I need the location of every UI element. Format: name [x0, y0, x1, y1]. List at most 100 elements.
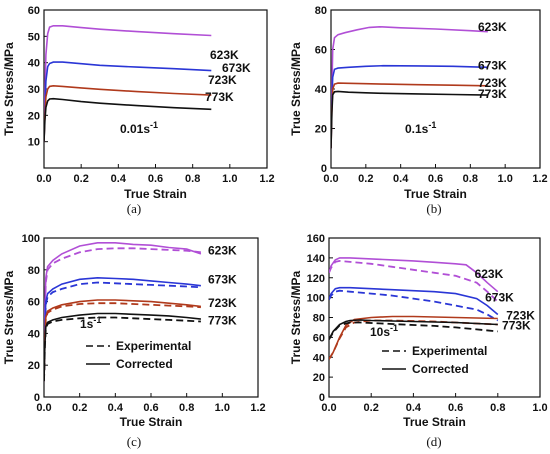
- y-axis-label: True Stress/MPa: [289, 270, 303, 364]
- series-label-723K: 723K: [208, 73, 237, 87]
- y-axis-label: True Stress/MPa: [2, 270, 16, 364]
- y-tick-label: 40: [313, 352, 325, 364]
- series-label-673K: 673K: [485, 291, 514, 305]
- x-tick-label: 0.0: [321, 402, 336, 414]
- x-tick-label: 0.6: [143, 402, 158, 414]
- series-line-623K-experimental: [329, 259, 499, 303]
- y-tick-label: 30: [28, 84, 40, 96]
- series-label-623K: 623K: [478, 20, 507, 34]
- series-line-773K-experimental: [44, 316, 201, 382]
- x-tick-label: 0.8: [185, 173, 200, 185]
- x-tick-label: 0.2: [358, 173, 373, 185]
- x-tick-label: 0.2: [72, 402, 87, 414]
- series-label-673K: 673K: [208, 272, 237, 286]
- series-label-723K: 723K: [506, 309, 535, 323]
- legend-entry: Experimental: [116, 339, 191, 353]
- x-tick-label: 0.8: [463, 173, 478, 185]
- series-line-673K: [329, 286, 499, 316]
- y-tick-label: 20: [315, 124, 327, 136]
- series-line-623K: [331, 25, 488, 149]
- series-line-623K: [329, 257, 499, 293]
- series-line-623K: [44, 25, 212, 142]
- y-tick-label: 80: [313, 313, 325, 325]
- x-tick-label: 0.8: [490, 402, 505, 414]
- y-tick-label: 40: [28, 328, 40, 340]
- series-line-723K: [329, 315, 498, 360]
- panel-b: 0.0 0.2 0.4 0.6 0.8 1.0 1.2 0 20 40 60 80 True Strai…: [289, 5, 548, 216]
- series-label-773K: 773K: [205, 90, 234, 104]
- y-tick-label: 20: [28, 110, 40, 122]
- x-tick-label: 1.0: [222, 173, 237, 185]
- panel-caption: (a): [127, 201, 141, 216]
- series-line-723K: [44, 299, 201, 382]
- x-tick-label: 0.0: [323, 173, 338, 185]
- y-tick-label: 140: [307, 253, 325, 265]
- y-tick-label: 60: [315, 45, 327, 57]
- series-line-773K-experimental: [329, 321, 498, 340]
- series-label-623K: 623K: [475, 267, 504, 281]
- strain-rate-label: 0.1s-1: [405, 120, 436, 136]
- series-line-723K-experimental: [44, 302, 201, 382]
- y-tick-label: 100: [307, 293, 325, 305]
- y-tick-label: 20: [28, 360, 40, 372]
- x-tick-label: 0.8: [179, 402, 194, 414]
- y-tick-label: 60: [313, 332, 325, 344]
- y-tick-label: 40: [28, 58, 40, 70]
- y-tick-label: 0: [321, 163, 327, 175]
- y-tick-label: 80: [315, 5, 327, 17]
- x-tick-label: 1.2: [532, 173, 547, 185]
- series-line-623K-experimental: [44, 247, 202, 382]
- x-axis-label: True Strain: [403, 415, 466, 429]
- x-tick-label: 0.0: [36, 173, 51, 185]
- panel-a: 0.0 0.2 0.4 0.6 0.8 1.0 1.2 10 20 30 40 50 60 True St…: [2, 5, 275, 216]
- series-label-673K: 673K: [478, 58, 507, 72]
- series-line-773K: [331, 90, 488, 149]
- strain-rate-label: 0.01s-1: [120, 120, 158, 136]
- y-tick-label: 60: [28, 297, 40, 309]
- series-line-673K-experimental: [329, 289, 499, 322]
- x-tick-label: 0.2: [74, 173, 89, 185]
- y-tick-label: 0: [34, 392, 40, 404]
- x-tick-label: 1.0: [498, 173, 513, 185]
- legend-entry: Experimental: [412, 344, 487, 358]
- x-tick-label: 1.2: [259, 173, 274, 185]
- series-label-623K: 623K: [208, 244, 237, 258]
- x-tick-label: 0.0: [36, 402, 51, 414]
- series-label-773K: 773K: [208, 314, 237, 328]
- plot-frame: [330, 9, 541, 169]
- strain-rate-label: 1s-1: [80, 315, 101, 331]
- strain-rate-label: 10s-1: [370, 323, 398, 339]
- series-label-723K: 723K: [478, 76, 507, 90]
- series-line-673K-experimental: [44, 281, 201, 382]
- y-axis-label: True Stress/MPa: [2, 42, 16, 136]
- x-tick-label: 0.6: [448, 402, 463, 414]
- y-tick-label: 80: [28, 265, 40, 277]
- panel-caption: (c): [127, 434, 141, 449]
- y-tick-label: 160: [307, 233, 325, 245]
- x-tick-label: 0.4: [393, 173, 409, 185]
- x-axis-label: True Strain: [124, 187, 187, 201]
- x-tick-label: 0.4: [406, 402, 422, 414]
- y-tick-label: 20: [313, 372, 325, 384]
- y-tick-label: 40: [315, 84, 327, 96]
- x-tick-label: 0.6: [148, 173, 163, 185]
- y-tick-label: 50: [28, 31, 40, 43]
- y-axis-label: True Stress/MPa: [289, 42, 303, 136]
- y-tick-label: 100: [22, 233, 40, 245]
- y-tick-label: 120: [307, 273, 325, 285]
- series-line-773K: [44, 97, 212, 142]
- y-tick-label: 10: [28, 137, 40, 149]
- legend-entry: Corrected: [412, 362, 469, 376]
- series-line-673K: [44, 61, 212, 142]
- panel-caption: (d): [426, 434, 441, 449]
- x-tick-label: 1.0: [215, 402, 230, 414]
- panel-c: 0.0 0.2 0.4 0.6 0.8 1.0 1.2 0 20 40 60 80 100 True St…: [2, 233, 266, 449]
- y-tick-label: 0: [319, 392, 325, 404]
- x-tick-label: 0.6: [428, 173, 443, 185]
- x-tick-label: 1.2: [250, 402, 265, 414]
- series-label-773K: 773K: [478, 87, 507, 101]
- x-axis-label: True Strain: [404, 187, 467, 201]
- x-axis-label: True Strain: [120, 415, 183, 429]
- series-line-723K: [44, 84, 212, 142]
